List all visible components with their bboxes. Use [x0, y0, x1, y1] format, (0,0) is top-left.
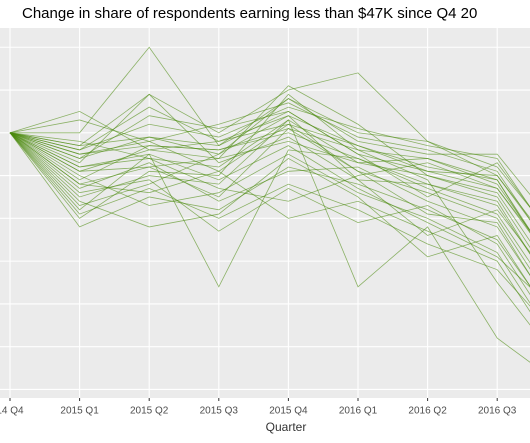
series-line — [9, 132, 530, 288]
series-line — [9, 115, 530, 255]
x-tick-label: 2015 Q3 — [200, 406, 239, 417]
series-line — [9, 132, 530, 287]
series-line — [9, 106, 530, 234]
x-axis: 14 Q4 2015 Q1 2015 Q2 2015 Q3 2015 Q4 2016 Q1… — [0, 398, 517, 417]
series-line — [9, 132, 530, 232]
chart-title: Change in share of respondents earning l… — [22, 5, 477, 22]
series-line — [9, 85, 530, 242]
grid — [0, 28, 530, 398]
x-axis-label: Quarter — [266, 420, 307, 434]
series-line — [9, 132, 530, 304]
series-line — [9, 119, 530, 234]
series-line — [9, 132, 530, 296]
series-line — [9, 98, 530, 219]
series-line — [9, 132, 530, 287]
series-line — [9, 132, 530, 249]
x-tick-label: 2015 Q1 — [60, 406, 99, 417]
series-line — [9, 128, 530, 276]
series-line — [9, 93, 530, 253]
series-line — [9, 132, 530, 307]
series-line — [9, 93, 530, 326]
x-tick-label: 2016 Q3 — [478, 406, 517, 417]
series-line — [9, 110, 530, 208]
series-line — [9, 132, 530, 264]
x-tick-label: 2016 Q1 — [339, 406, 378, 417]
x-tick-label: 2016 Q2 — [408, 406, 447, 417]
x-tick-label: 2015 Q2 — [130, 406, 169, 417]
lines — [9, 46, 530, 363]
series-line — [9, 72, 530, 208]
x-tick-label: 2015 Q4 — [269, 406, 308, 417]
series-line — [9, 106, 530, 208]
series-line — [9, 132, 530, 313]
x-tick-label: 14 Q4 — [0, 406, 24, 417]
series-line — [9, 132, 530, 288]
